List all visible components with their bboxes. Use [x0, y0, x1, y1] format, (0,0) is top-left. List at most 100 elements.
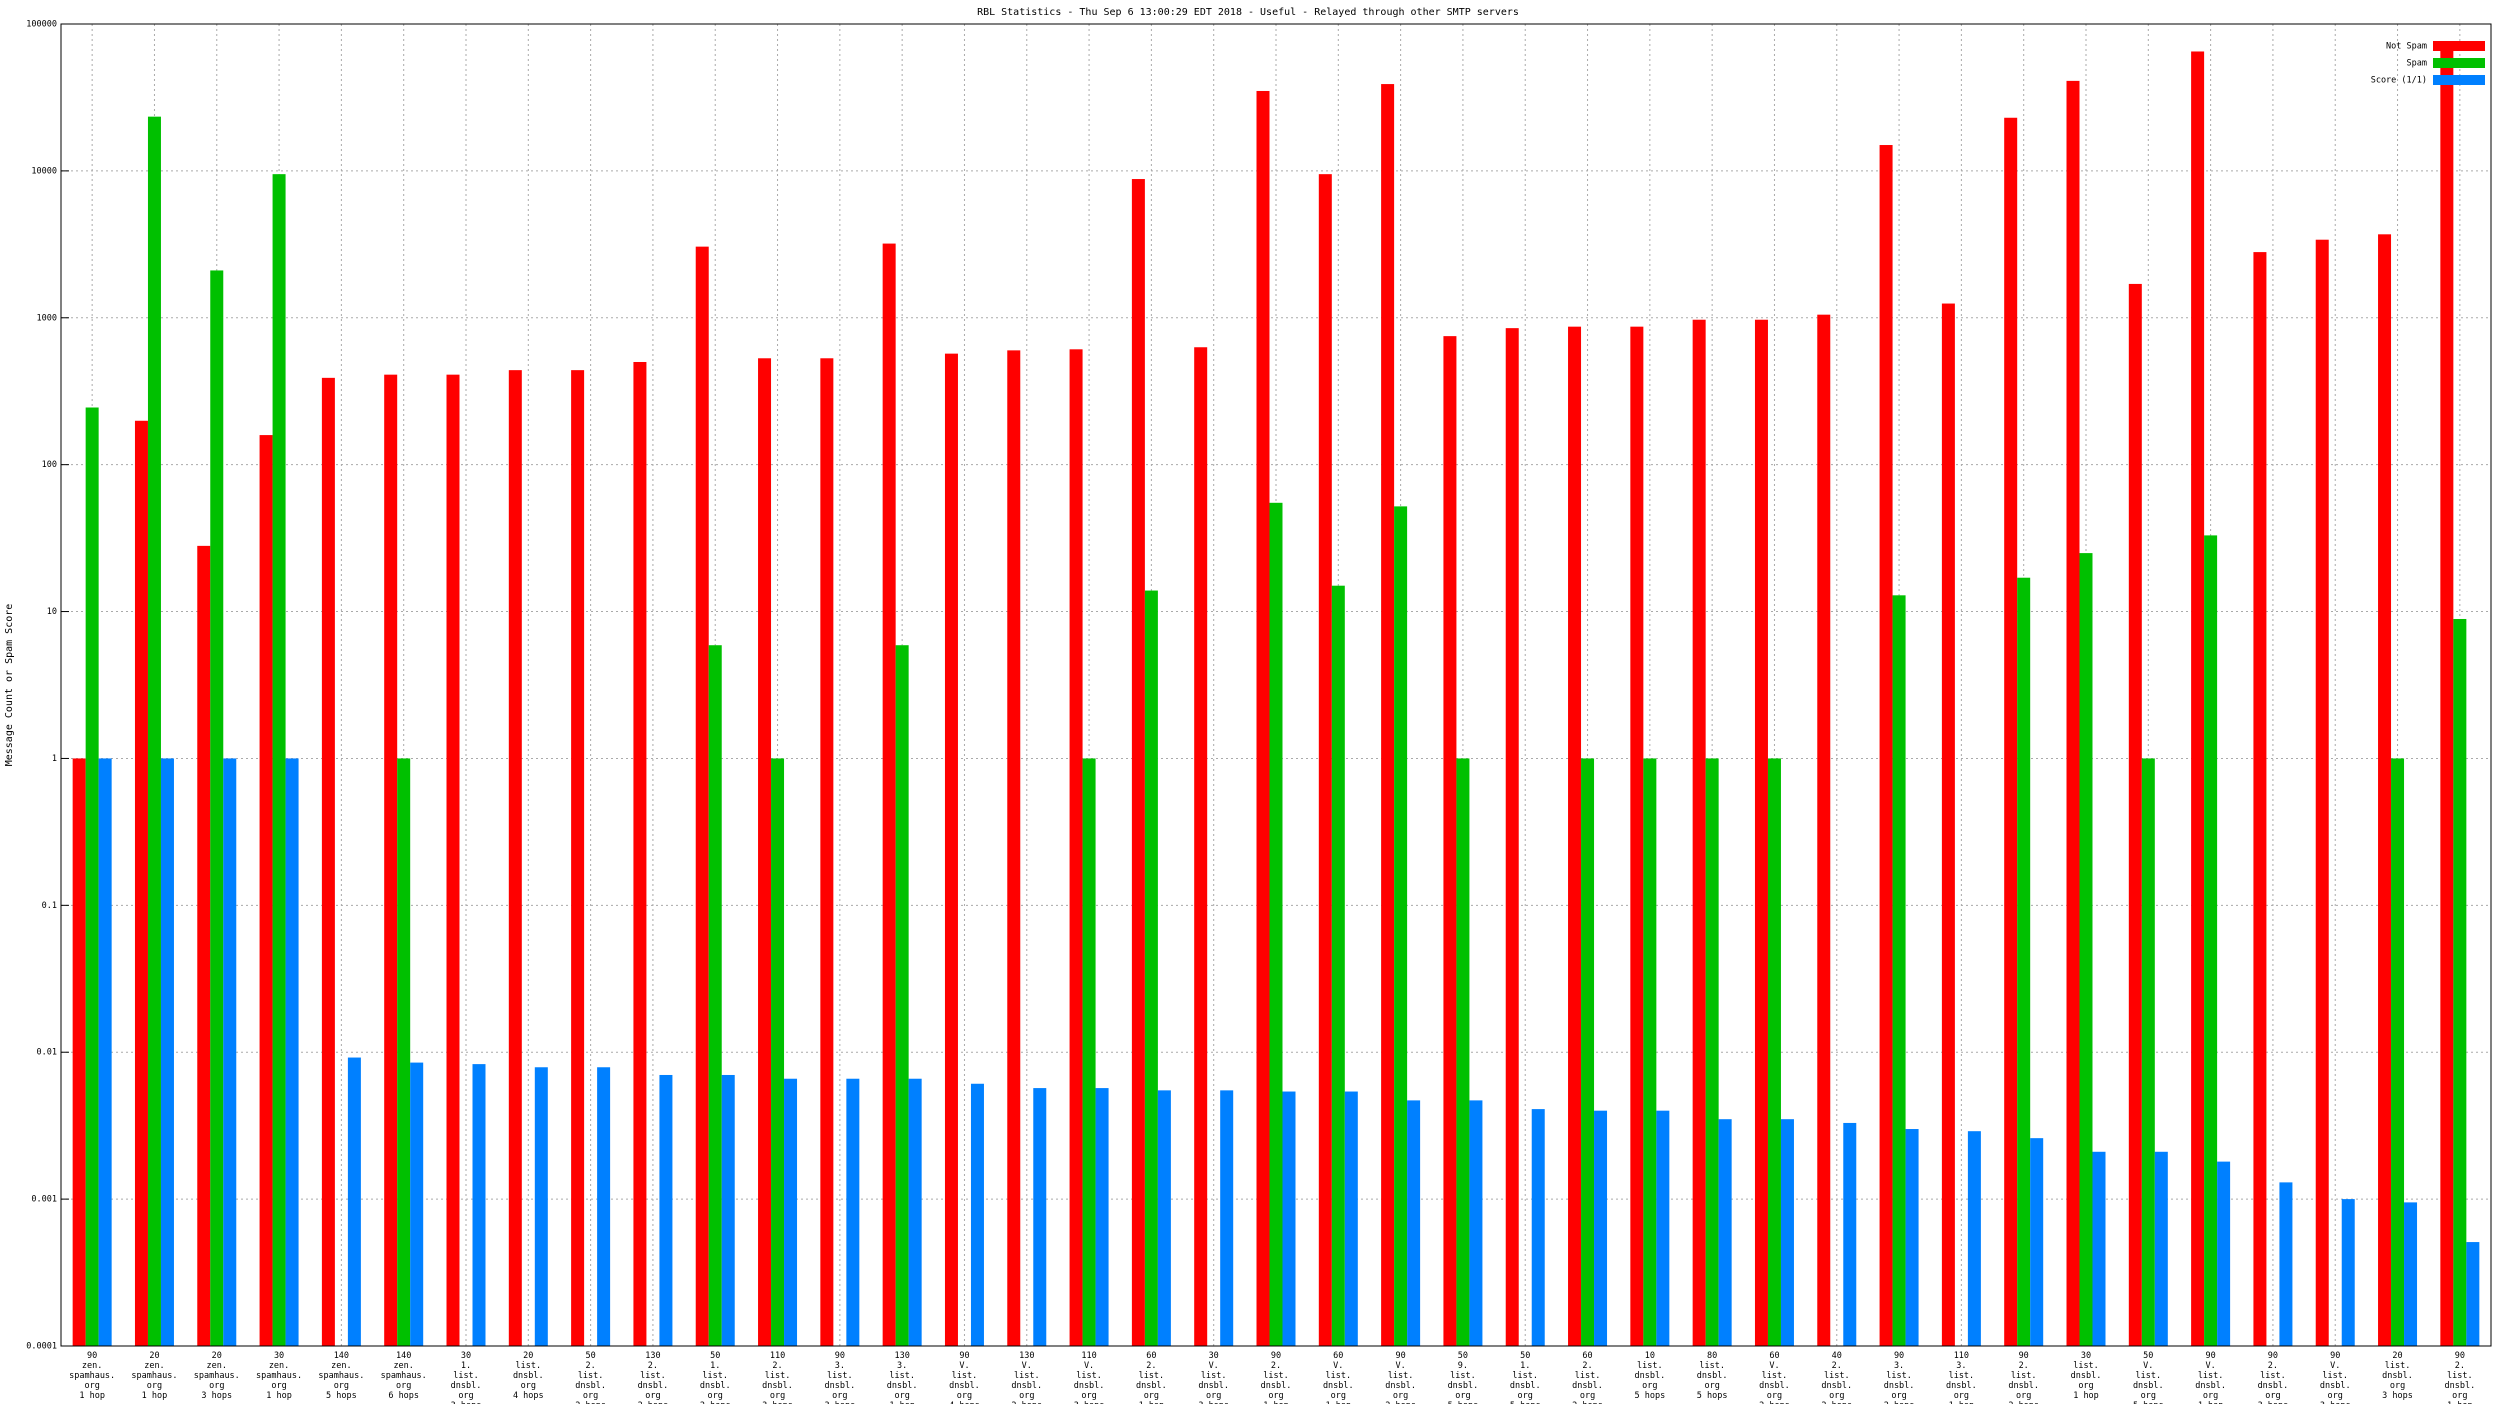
bar [1095, 1088, 1109, 1346]
bar [1594, 1110, 1608, 1346]
x-tick-label: 40 2. list. dnsbl. org 2 hops [1821, 1351, 1853, 1404]
bar [285, 758, 299, 1346]
x-tick-label: 50 1. list. dnsbl. org 2 hops [699, 1351, 731, 1404]
x-tick-label: 80 list. dnsbl. org 5 hops [1696, 1351, 1728, 1401]
bar [846, 1078, 860, 1346]
bar [2341, 1199, 2355, 1346]
bar [820, 358, 834, 1347]
bar [1505, 328, 1519, 1346]
bar [2004, 117, 2018, 1346]
x-tick-label: 10 list. dnsbl. org 5 hops [1634, 1351, 1666, 1401]
bar [1817, 314, 1831, 1347]
bar [1069, 349, 1083, 1346]
bar [347, 1057, 361, 1346]
x-tick-label: 30 V. list. dnsbl. org 3 hops [1198, 1351, 1230, 1404]
y-tick-label: 0.0001 [26, 1342, 57, 1352]
bar [2217, 1161, 2231, 1346]
x-tick-label: 130 2. list. dnsbl. org 2 hops [637, 1351, 669, 1404]
bar [85, 407, 99, 1346]
bar [944, 353, 958, 1346]
bar [508, 370, 522, 1346]
bar [1331, 585, 1345, 1346]
x-tick-label: 110 3. list. dnsbl. org 1 hop [1946, 1351, 1977, 1404]
bar [1531, 1109, 1545, 1346]
x-tick-label: 90 V. list. dnsbl. org 2 hops [1385, 1351, 1416, 1404]
legend-label: Not Spam [2386, 42, 2427, 52]
x-tick-label: 30 list. dnsbl. org 1 hop [2070, 1351, 2102, 1401]
bar [1082, 758, 1096, 1346]
x-tick-label: 60 2. list. dnsbl. org 2 hops [1572, 1351, 1603, 1404]
bar [597, 1067, 611, 1346]
bar [1131, 179, 1145, 1347]
bar [633, 361, 647, 1346]
y-tick-label: 0.1 [42, 901, 57, 911]
bar [2391, 758, 2405, 1346]
x-tick-label: 30 1. list. dnsbl. org 3 hops [450, 1351, 482, 1404]
bar [1007, 350, 1021, 1347]
x-tick-label: 90 2. list. dnsbl. org 3 hops [2257, 1351, 2289, 1404]
bar [1269, 502, 1283, 1346]
bar [1456, 758, 1470, 1346]
bar [2404, 1202, 2418, 1346]
bar [1568, 326, 1582, 1346]
bar [2466, 1242, 2480, 1346]
legend-swatch [2433, 58, 2485, 68]
bar [1033, 1088, 1047, 1346]
bar [397, 758, 411, 1346]
bar [210, 270, 224, 1346]
bar [895, 645, 909, 1346]
bar [1469, 1100, 1483, 1346]
bar [1443, 336, 1457, 1346]
y-tick-label: 10 [47, 607, 57, 617]
x-tick-label: 60 V. list. dnsbl. org 1 hop [1322, 1351, 1354, 1404]
bar [2030, 1138, 2044, 1346]
bar [259, 435, 273, 1346]
x-tick-label: 50 1. list. dnsbl. org 5 hops [1509, 1351, 1541, 1404]
x-tick-label: 50 9. list. dnsbl. org 5 hops [1447, 1351, 1479, 1404]
x-tick-label: 20 zen. spamhaus. org 3 hops [193, 1351, 240, 1401]
bar [908, 1078, 922, 1346]
bar [1643, 758, 1657, 1346]
x-tick-label: 90 2. list. dnsbl. org 1 hop [1260, 1351, 1292, 1404]
bar [1144, 590, 1158, 1346]
bar [571, 370, 585, 1346]
bar [970, 1083, 984, 1346]
bar [534, 1067, 548, 1346]
x-tick-label: 90 2. list. dnsbl. org 2 hops [2008, 1351, 2040, 1404]
x-tick-label: 90 V. list. dnsbl. org 3 hops [2319, 1351, 2351, 1404]
bar [1581, 758, 1595, 1346]
y-tick-label: 1 [52, 754, 57, 764]
bar [1630, 326, 1644, 1346]
y-tick-label: 100000 [26, 20, 57, 30]
x-tick-label: 140 zen. spamhaus. org 5 hops [318, 1351, 365, 1401]
bar [882, 243, 896, 1346]
plot-frame [60, 23, 2492, 1347]
bar [147, 116, 161, 1347]
y-axis-label: Message Count or Spam Score [4, 604, 15, 767]
bar [1754, 319, 1768, 1347]
bar [758, 358, 772, 1347]
bar [2141, 758, 2155, 1346]
bar [784, 1078, 798, 1346]
x-tick-label: 90 zen. spamhaus. org 1 hop [69, 1351, 116, 1401]
bar [1381, 84, 1395, 1346]
bar [1256, 90, 1270, 1347]
bar [771, 758, 785, 1346]
bar [1780, 1119, 1794, 1346]
bar [659, 1074, 673, 1346]
x-tick-label: 110 V. list. dnsbl. org 3 hops [1073, 1351, 1105, 1404]
bar [1220, 1090, 1234, 1346]
x-tick-label: 90 2. list. dnsbl. org 1 hop [2444, 1351, 2476, 1404]
bar [2440, 46, 2454, 1346]
bar [1407, 1100, 1421, 1346]
bar [1318, 174, 1332, 1347]
x-tick-label: 110 2. list. dnsbl. org 3 hops [762, 1351, 793, 1404]
bar [2066, 80, 2080, 1347]
bar [272, 174, 286, 1347]
x-tick-label: 20 list. dnsbl. org 4 hops [512, 1351, 544, 1401]
bar [1157, 1090, 1171, 1346]
x-tick-label: 20 zen. spamhaus. org 1 hop [131, 1351, 178, 1401]
x-tick-label: 140 zen. spamhaus. org 6 hops [380, 1351, 427, 1401]
